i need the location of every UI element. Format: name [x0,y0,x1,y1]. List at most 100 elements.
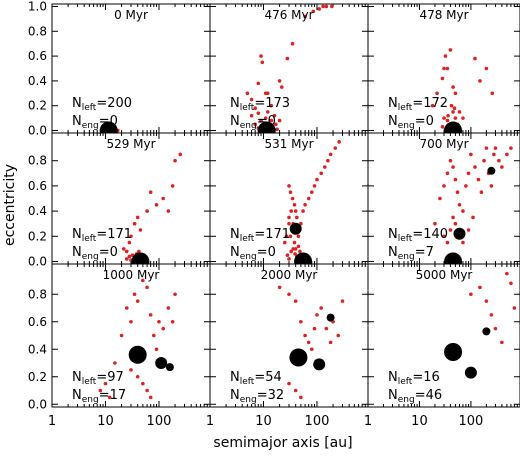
particle-point [466,228,471,232]
particle-point [430,103,435,108]
particle-point [482,158,486,163]
planet-marker [165,363,174,372]
particle-point [309,190,314,195]
particle-point [148,395,153,400]
particle-point [260,60,265,65]
particle-point [259,54,263,58]
planet-marker [131,252,150,264]
particle-point [478,285,482,290]
particle-point [124,249,129,254]
particle-point [166,306,171,310]
particle-point [287,215,291,220]
time-label: 1000 Myr [103,268,160,282]
particle-point [446,113,450,118]
particle-point [285,253,290,257]
nleft-label: Nleft=172 [388,96,448,113]
neng-label: Neng=46 [388,388,442,405]
particle-point [442,184,446,188]
particle-series [430,48,495,133]
particle-point [303,202,307,207]
particle-point [245,91,250,96]
particle-point [299,395,303,400]
particle-point [277,285,282,290]
time-label: 700 Myr [419,137,468,151]
particle-point [272,113,277,118]
nleft-label: Nleft=171 [230,227,290,244]
y-tick-label: 0.8 [28,24,47,38]
particle-point [161,326,165,331]
particle-series [245,4,334,133]
particle-series [277,285,345,400]
neng-label: Neng=0 [230,245,276,262]
y-tick-label: 0.4 [28,204,47,218]
particle-point [469,152,473,157]
particle-point [448,48,453,52]
particle-point [445,118,450,123]
y-tick-label: 0.0 [28,124,47,138]
particle-series [98,278,177,400]
planet-marker [487,166,496,175]
particle-point [500,340,504,345]
particle-point [288,234,293,239]
particle-point [291,247,296,251]
particle-point [287,292,291,297]
particle-point [452,106,457,110]
particle-point [161,196,165,201]
particle-point [253,106,257,110]
particle-point [129,234,133,239]
particle-point [298,249,302,254]
particle-point [151,333,156,338]
y-tick-label: 0.6 [28,179,47,193]
particle-point [287,221,291,226]
time-label: 2000 Myr [261,268,318,282]
particle-point [293,388,298,393]
x-tick-label: 100 [147,414,172,429]
particle-point [135,374,140,379]
particle-point [453,177,458,182]
particle-point [476,177,481,182]
x-tick-label: 1 [48,414,56,429]
particle-point [132,292,137,297]
particle-point [484,146,489,150]
particle-point [129,368,133,372]
particle-point [466,171,471,176]
y-tick-label: 0.2 [28,370,47,384]
particle-point [249,113,254,118]
particle-point [337,140,341,144]
particle-point [324,4,329,9]
particle-series [99,121,120,133]
particle-point [493,146,498,150]
particle-point [473,165,477,169]
particle-point [324,326,329,331]
particle-point [265,91,270,96]
particle-point [154,347,159,352]
particle-point [107,395,112,400]
particle-point [288,190,293,195]
panel-frame [367,263,520,408]
particle-series [444,271,517,379]
neng-label: Neng=17 [72,388,126,405]
particle-point [299,319,303,324]
particle-point [509,146,513,150]
particle-point [312,184,317,188]
particle-point [282,240,287,245]
particle-point [451,165,455,169]
particle-point [269,103,274,108]
particle-point [295,215,299,220]
particle-point [289,249,294,254]
panel-frame [209,263,369,408]
panel-frame [51,263,211,408]
particle-point [497,158,501,163]
particle-point [279,85,284,89]
x-tick-label: 100 [305,414,330,429]
particle-point [166,209,171,213]
particle-point [469,292,473,297]
particle-point [124,306,129,310]
particle-point [457,202,462,207]
particle-point [492,152,496,157]
particle-point [442,234,446,239]
particle-point [453,116,458,120]
